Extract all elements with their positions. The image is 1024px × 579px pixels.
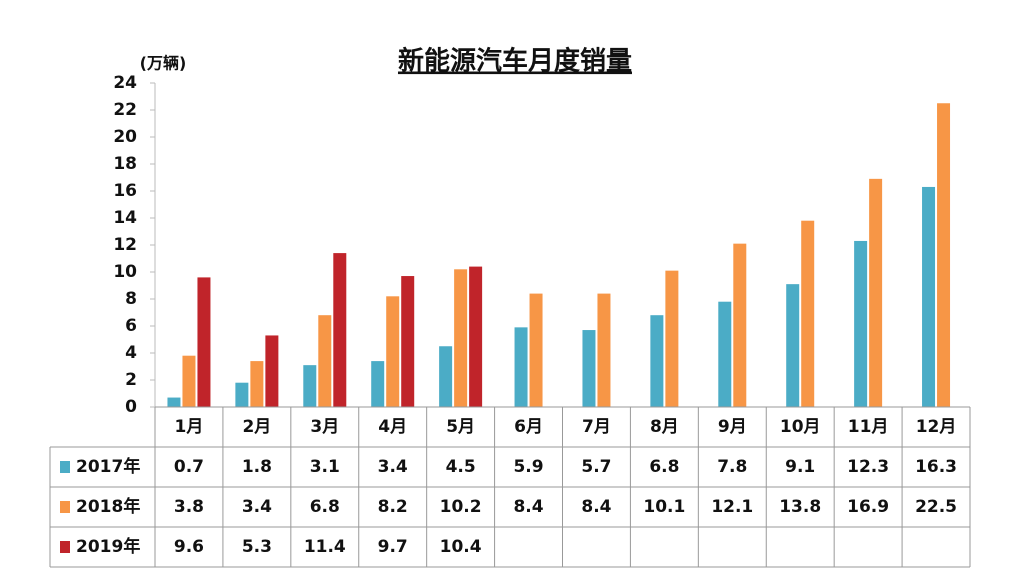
bar bbox=[597, 293, 611, 407]
legend-label: 2019年 bbox=[76, 536, 140, 557]
bar bbox=[733, 243, 747, 407]
bar bbox=[439, 346, 453, 407]
x-tick-label: 12月 bbox=[916, 417, 957, 437]
table-value: 1.8 bbox=[242, 457, 272, 477]
table-value: 3.1 bbox=[310, 457, 340, 477]
x-tick-label: 11月 bbox=[848, 417, 889, 437]
x-tick-label: 9月 bbox=[718, 417, 747, 437]
table-value: 12.3 bbox=[847, 457, 889, 477]
table-value: 8.4 bbox=[513, 497, 543, 517]
bar bbox=[718, 301, 732, 407]
bar bbox=[318, 315, 332, 407]
bar bbox=[371, 361, 385, 407]
x-tick-label: 2月 bbox=[242, 417, 271, 437]
bar bbox=[250, 361, 264, 407]
bar bbox=[801, 220, 815, 407]
bar bbox=[529, 293, 543, 407]
table-value: 4.5 bbox=[446, 457, 476, 477]
bar bbox=[265, 335, 279, 407]
table-value: 8.2 bbox=[378, 497, 408, 517]
y-tick-label: 6 bbox=[125, 316, 137, 336]
x-tick-label: 5月 bbox=[446, 417, 475, 437]
x-tick-label: 3月 bbox=[310, 417, 339, 437]
bar bbox=[401, 276, 415, 407]
table-value: 5.9 bbox=[513, 457, 543, 477]
table-value: 7.8 bbox=[717, 457, 747, 477]
bar bbox=[665, 270, 679, 407]
table-value: 5.7 bbox=[581, 457, 611, 477]
table-value: 11.4 bbox=[304, 537, 346, 557]
y-tick-label: 20 bbox=[113, 127, 137, 147]
table-value: 6.8 bbox=[649, 457, 679, 477]
table-value: 22.5 bbox=[915, 497, 957, 517]
x-tick-label: 7月 bbox=[582, 417, 611, 437]
bar bbox=[786, 284, 800, 407]
table-value: 8.4 bbox=[581, 497, 611, 517]
bar bbox=[454, 269, 468, 407]
table-value: 5.3 bbox=[242, 537, 272, 557]
legend-label: 2018年 bbox=[76, 496, 140, 517]
table-value: 0.7 bbox=[174, 457, 204, 477]
y-tick-label: 10 bbox=[113, 262, 137, 282]
legend-label: 2017年 bbox=[76, 456, 140, 477]
bar bbox=[937, 103, 951, 407]
y-tick-label: 12 bbox=[113, 235, 137, 255]
legend-swatch bbox=[60, 501, 70, 513]
y-tick-label: 16 bbox=[113, 181, 137, 201]
legend-swatch bbox=[60, 461, 70, 473]
bar bbox=[386, 296, 400, 407]
table-value: 3.4 bbox=[378, 457, 408, 477]
bar bbox=[514, 327, 528, 407]
table-value: 3.4 bbox=[242, 497, 272, 517]
table-value: 10.2 bbox=[440, 497, 482, 517]
table-value: 10.4 bbox=[440, 537, 482, 557]
y-tick-label: 4 bbox=[125, 343, 137, 363]
x-tick-label: 4月 bbox=[378, 417, 407, 437]
table-value: 12.1 bbox=[711, 497, 753, 517]
table-value: 13.8 bbox=[779, 497, 821, 517]
x-tick-label: 8月 bbox=[650, 417, 679, 437]
y-tick-label: 2 bbox=[125, 370, 137, 390]
table-value: 10.1 bbox=[643, 497, 685, 517]
y-tick-label: 18 bbox=[113, 154, 137, 174]
y-axis-label: (万辆) bbox=[140, 54, 187, 73]
bar bbox=[167, 397, 181, 407]
y-tick-label: 0 bbox=[125, 397, 137, 417]
bar bbox=[650, 315, 664, 407]
bar bbox=[303, 365, 317, 407]
chart-title: 新能源汽车月度销量 bbox=[398, 46, 632, 77]
table-value: 9.7 bbox=[378, 537, 408, 557]
bar bbox=[922, 186, 936, 407]
x-tick-label: 10月 bbox=[780, 417, 821, 437]
table-value: 3.8 bbox=[174, 497, 204, 517]
table-value: 9.1 bbox=[785, 457, 815, 477]
bar bbox=[182, 355, 196, 407]
table-value: 9.6 bbox=[174, 537, 204, 557]
bar bbox=[582, 330, 596, 407]
y-tick-label: 14 bbox=[113, 208, 137, 228]
legend-swatch bbox=[60, 541, 70, 553]
x-tick-label: 6月 bbox=[514, 417, 543, 437]
y-tick-label: 8 bbox=[125, 289, 137, 309]
table-value: 16.9 bbox=[847, 497, 889, 517]
bar bbox=[469, 266, 483, 407]
y-tick-label: 24 bbox=[113, 73, 137, 93]
table-value: 16.3 bbox=[915, 457, 957, 477]
bar bbox=[333, 253, 347, 407]
y-tick-label: 22 bbox=[113, 100, 137, 120]
bar bbox=[869, 178, 883, 407]
table-value: 6.8 bbox=[310, 497, 340, 517]
bar bbox=[197, 277, 211, 407]
bar bbox=[854, 240, 868, 407]
x-tick-label: 1月 bbox=[175, 417, 204, 437]
bar bbox=[235, 382, 249, 407]
